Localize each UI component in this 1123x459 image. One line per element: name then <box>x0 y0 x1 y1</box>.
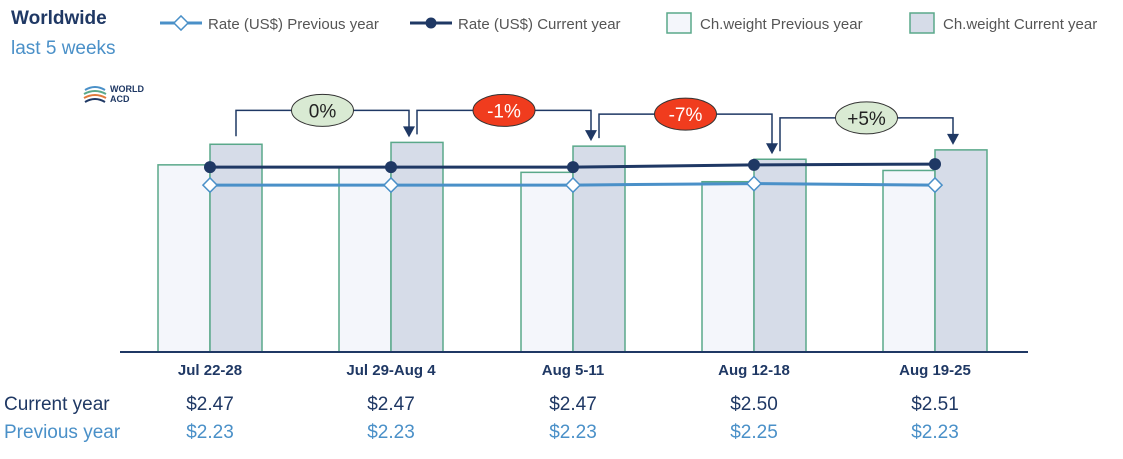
x-tick-label-1: Jul 22-28 <box>178 362 242 379</box>
legend-label-4: Ch.weight Current year <box>943 16 1097 33</box>
logo-line-2: ACD <box>110 94 130 104</box>
legend-label-3: Ch.weight Previous year <box>700 16 863 33</box>
globe-icon <box>83 86 107 103</box>
rate-prev-marker-1 <box>201 176 219 194</box>
previous-rate-value: $2.23 <box>911 422 959 443</box>
previous-rate-value: $2.23 <box>367 422 415 443</box>
rate-cur-marker-4 <box>748 158 760 171</box>
change-badge-3 <box>654 97 717 131</box>
rate-prev-marker-4 <box>745 175 763 192</box>
rate-cur-marker-1 <box>204 161 216 174</box>
bar-prev-5 <box>882 169 936 353</box>
rate-cur-marker-5 <box>929 158 941 171</box>
x-tick-label-2: Jul 29-Aug 4 <box>346 362 436 379</box>
rate-prev-marker-3 <box>564 176 582 194</box>
change-badge-2 <box>472 93 536 127</box>
bar-cur-2 <box>390 141 444 353</box>
x-tick-label-5: Aug 19-25 <box>899 362 971 379</box>
previous-rate-value: $2.25 <box>730 422 778 443</box>
legend-swatch-4 <box>909 12 935 34</box>
change-badge-label-3: -7% <box>669 105 703 126</box>
chart-title: Worldwide <box>11 8 107 29</box>
bar-prev-3 <box>520 171 574 353</box>
change-badge-1 <box>291 93 354 127</box>
x-tick-label-4: Aug 12-18 <box>718 362 790 379</box>
world-acd-logo: WORLD ACD <box>82 84 172 108</box>
change-arrow-4 <box>947 133 959 145</box>
current-rate-value: $2.50 <box>730 394 778 415</box>
change-arrow-3 <box>766 143 778 155</box>
change-arrow-1 <box>403 126 415 138</box>
rate-prev-marker-5 <box>926 176 944 194</box>
legend-label-2: Rate (US$) Current year <box>458 16 621 33</box>
change-arrow-2 <box>585 130 597 142</box>
bar-prev-2 <box>338 165 392 353</box>
current-rate-value: $2.47 <box>186 394 234 415</box>
change-badge-label-1: 0% <box>309 101 337 122</box>
previous-year-row-label: Previous year <box>4 422 121 443</box>
legend-marker-diamond <box>172 14 190 32</box>
bar-prev-4 <box>701 180 755 353</box>
bar-cur-3 <box>572 145 626 353</box>
change-badge-4 <box>835 101 898 135</box>
previous-rate-value: $2.23 <box>186 422 234 443</box>
change-badge-label-4: +5% <box>847 109 886 130</box>
current-rate-value: $2.47 <box>549 394 597 415</box>
previous-rate-value: $2.23 <box>549 422 597 443</box>
bar-cur-5 <box>934 149 988 353</box>
legend-label-1: Rate (US$) Previous year <box>208 16 379 33</box>
legend-marker-dot <box>425 17 437 29</box>
bar-cur-4 <box>753 158 807 353</box>
change-badge-label-2: -1% <box>487 101 521 122</box>
current-rate-value: $2.51 <box>911 394 959 415</box>
x-tick-label-3: Aug 5-11 <box>542 362 605 379</box>
rate-cur-marker-3 <box>567 161 579 174</box>
legend-swatch-3 <box>666 12 692 34</box>
rate-prev-marker-2 <box>382 176 400 194</box>
current-year-row-label: Current year <box>4 394 110 415</box>
bar-cur-1 <box>209 143 263 353</box>
logo-line-1: WORLD <box>110 84 144 94</box>
rate-cur-marker-2 <box>385 161 397 174</box>
current-rate-value: $2.47 <box>367 394 415 415</box>
bar-prev-1 <box>157 164 211 353</box>
chart-subtitle: last 5 weeks <box>11 38 116 59</box>
